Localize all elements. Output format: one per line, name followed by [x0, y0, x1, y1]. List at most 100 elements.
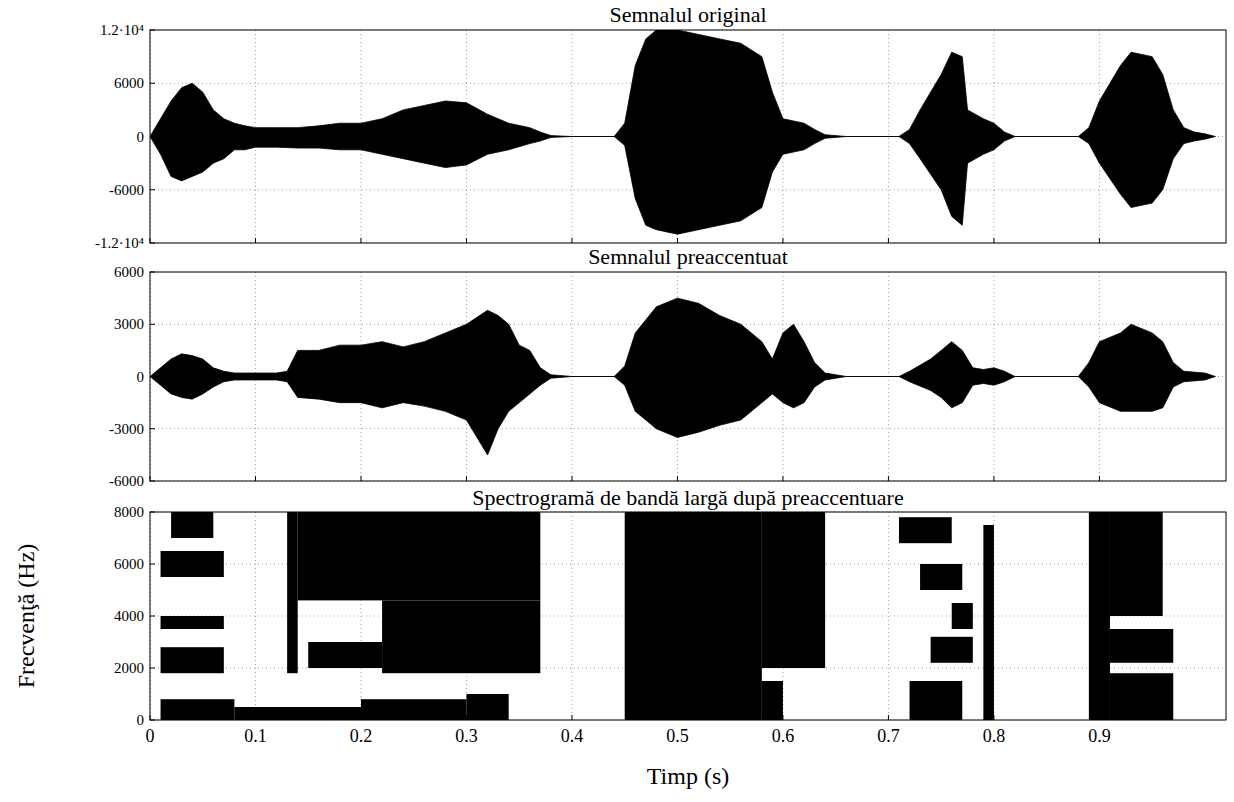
spectrogram-cell — [161, 551, 224, 577]
y-tick — [150, 668, 155, 669]
y-tick-label: 6000 — [114, 75, 144, 91]
x-tick — [255, 715, 256, 720]
y-tick-label: 8000 — [114, 504, 144, 520]
x-tick-label: 0.4 — [561, 726, 584, 746]
panel-title: Semnalul preaccentuat — [588, 244, 788, 269]
spectrogram-cell — [234, 707, 361, 720]
x-tick — [1099, 715, 1100, 720]
waveform-envelope — [150, 298, 1215, 455]
y-tick-label: 6000 — [114, 264, 144, 280]
x-tick-label: 0 — [146, 726, 155, 746]
spectrogram-cell — [308, 642, 382, 668]
y-tick — [150, 243, 155, 244]
y-tick-label: -6000 — [109, 182, 144, 198]
x-tick — [782, 715, 783, 720]
y-tick — [150, 376, 155, 377]
marks — [161, 512, 1174, 720]
y-tick-label: 1.2·10⁴ — [100, 22, 144, 38]
plot-frame — [150, 272, 1226, 481]
y-tick — [150, 720, 155, 721]
x-tick-label: 0.1 — [244, 726, 267, 746]
x-tick — [360, 715, 361, 720]
x-tick — [255, 476, 256, 481]
y-tick-label: -1.2·10⁴ — [95, 235, 144, 251]
y-tick — [150, 564, 155, 565]
y-tick — [150, 189, 155, 190]
x-tick — [571, 238, 572, 243]
x-tick — [1099, 476, 1100, 481]
y-axis-title: Frecvenţă (Hz) — [13, 544, 39, 689]
x-tick — [888, 715, 889, 720]
x-tick-label: 0.3 — [455, 726, 478, 746]
grid — [150, 272, 1226, 481]
panel: Semnalul preaccentuat600030000-3000-6000 — [109, 244, 1226, 489]
x-tick-label: 0.9 — [1088, 726, 1111, 746]
x-tick — [360, 476, 361, 481]
figure: Semnalul original 1.2·10⁴ 6000 0 -6000 -1.2·1… — [0, 0, 1234, 802]
x-tick — [888, 238, 889, 243]
grid — [150, 30, 1226, 243]
grid — [150, 512, 1226, 720]
x-axis-title: Timp (s) — [647, 763, 729, 789]
spectrogram-cell — [910, 681, 963, 720]
spectrogram-cell — [762, 512, 825, 668]
x-tick — [782, 238, 783, 243]
x-tick — [571, 476, 572, 481]
y-tick — [150, 428, 155, 429]
x-tick — [150, 238, 151, 243]
spectrogram-cell — [952, 603, 973, 629]
grid-line-x — [255, 512, 256, 720]
y-tick-label: 0 — [137, 369, 145, 385]
x-tick — [360, 238, 361, 243]
grid-line-x — [571, 512, 572, 720]
y-tick-label: 2000 — [114, 660, 144, 676]
spectrogram-cell — [1110, 673, 1173, 720]
y-tick-label: 0 — [137, 129, 145, 145]
y-tick — [150, 83, 155, 84]
x-tick-label: 0.2 — [350, 726, 373, 746]
waveform-envelope — [150, 30, 1215, 234]
y-tick — [150, 324, 155, 325]
panel-title: Semnalul original — [609, 2, 766, 27]
spectrogram-cell — [161, 647, 224, 673]
y-tick-label: 3000 — [114, 316, 144, 332]
spectrogram-cell — [361, 699, 466, 720]
plot-frame — [150, 512, 1226, 720]
spectrogram-cell — [983, 525, 994, 720]
x-tick — [466, 476, 467, 481]
x-tick — [993, 238, 994, 243]
marks — [150, 298, 1215, 455]
y-tick — [150, 30, 155, 31]
x-tick-label: 0.6 — [772, 726, 795, 746]
x-tick — [993, 476, 994, 481]
x-tick — [677, 715, 678, 720]
spectrogram-cell — [161, 699, 235, 720]
spectrogram-cell — [899, 517, 952, 543]
x-tick — [571, 715, 572, 720]
y-tick-label: 4000 — [114, 608, 144, 624]
x-tick-label: 0.5 — [666, 726, 689, 746]
spectrogram-cell — [762, 681, 783, 720]
y-tick — [150, 136, 155, 137]
x-tick — [993, 715, 994, 720]
x-tick — [255, 238, 256, 243]
spectrogram-cell — [625, 512, 762, 720]
panel-title: Spectrogramă de bandă largă după preacce… — [472, 485, 903, 510]
y-tick — [150, 481, 155, 482]
y-tick-label: 0 — [137, 712, 145, 728]
spectrogram-cell — [382, 600, 540, 673]
marks — [150, 30, 1215, 234]
x-tick-label: 0.8 — [983, 726, 1006, 746]
panel: Semnalul original 1.2·10⁴ 6000 0 -6000 -1.2·1… — [95, 2, 1226, 251]
spectrogram-cell — [920, 564, 962, 590]
y-tick — [150, 616, 155, 617]
spectrogram-cell — [287, 512, 298, 673]
x-tick — [677, 476, 678, 481]
x-tick — [888, 476, 889, 481]
y-tick-label: -3000 — [109, 421, 144, 437]
spectrogram-cell — [298, 512, 541, 600]
x-tick — [782, 476, 783, 481]
x-tick — [150, 715, 151, 720]
spectrogram-cell — [931, 637, 973, 663]
x-tick — [150, 476, 151, 481]
